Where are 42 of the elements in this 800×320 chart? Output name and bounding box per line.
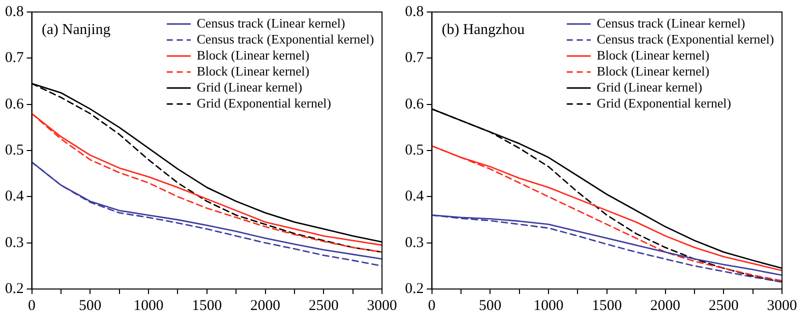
y-tick-label: 0.6 xyxy=(405,96,424,112)
text: (a) Nanjing xyxy=(42,22,111,38)
x-tick-label: 1500 xyxy=(192,298,222,314)
legend-label: Block (Linear kernel) xyxy=(196,63,310,78)
x-tick-label: 0 xyxy=(28,298,36,314)
x-tick-label: 2500 xyxy=(708,298,739,314)
x-tick-label: 2000 xyxy=(650,298,680,314)
y-tick-label: 0.8 xyxy=(405,4,424,20)
y-tick-label: 0.4 xyxy=(405,188,424,205)
legend-label: Census track (Linear kernel) xyxy=(596,15,746,30)
x-tick-label: 1000 xyxy=(134,298,164,314)
legend-label: Grid (Linear kernel) xyxy=(196,79,302,94)
legend-label: Block (Linear kernel) xyxy=(196,47,310,62)
x-tick-label: 500 xyxy=(78,298,102,314)
y-tick-label: 0.8 xyxy=(5,4,24,20)
legend-label: Grid (Exponential kernel) xyxy=(196,95,332,110)
x-tick-label: 0 xyxy=(428,298,436,314)
x-tick-label: 2500 xyxy=(308,298,339,314)
y-tick-label: 0.7 xyxy=(5,50,24,66)
y-tick-label: 0.7 xyxy=(405,50,424,66)
legend-label: Grid (Exponential kernel) xyxy=(596,95,732,110)
y-tick-label: 0.2 xyxy=(5,280,24,297)
y-tick-label: 0.3 xyxy=(5,234,24,251)
y-tick-label: 0.3 xyxy=(405,234,424,251)
y-tick-label: 0.5 xyxy=(5,142,24,158)
y-tick-label: 0.2 xyxy=(405,280,424,297)
legend-label: Census track (Exponential kernel) xyxy=(196,31,374,46)
x-tick-label: 500 xyxy=(478,298,502,314)
x-tick-label: 2000 xyxy=(250,298,280,314)
x-tick-label: 3000 xyxy=(767,298,797,314)
x-tick-label: 1000 xyxy=(534,298,564,314)
legend-label: Census track (Exponential kernel) xyxy=(596,31,774,46)
y-tick-label: 0.5 xyxy=(405,142,424,158)
y-tick-label: 0.6 xyxy=(5,96,24,112)
x-tick-label: 3000 xyxy=(367,298,397,314)
legend-label: Block (Linear kernel) xyxy=(596,63,710,78)
legend-label: Block (Linear kernel) xyxy=(596,47,710,62)
y-tick-label: 0.4 xyxy=(5,188,24,205)
text: (b) Hangzhou xyxy=(442,22,526,38)
x-tick-label: 1500 xyxy=(592,298,622,314)
legend-label: Census track (Linear kernel) xyxy=(196,15,346,30)
legend-label: Grid (Linear kernel) xyxy=(596,79,702,94)
